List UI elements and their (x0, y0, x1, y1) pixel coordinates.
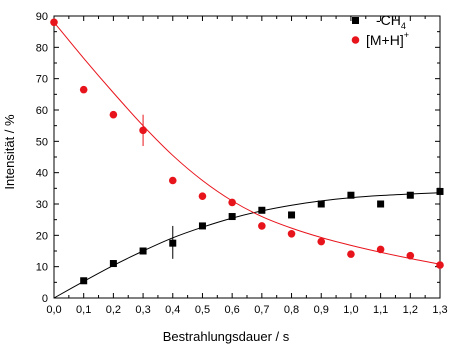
legend-marker-mh (351, 36, 360, 44)
data-point-mh (347, 250, 355, 258)
y-tick-label: 70 (36, 74, 48, 86)
data-point-mh (109, 110, 118, 119)
y-tick-label: 50 (36, 136, 48, 148)
x-tick-label: 1,3 (432, 304, 447, 316)
data-point-ch4 (139, 247, 147, 255)
legend-marker-ch4 (352, 17, 359, 24)
data-point-mh (198, 192, 207, 200)
x-tick-label: 0,4 (165, 304, 180, 316)
legend-label-mh: [M+H]+ (366, 30, 409, 48)
y-tick-label: 30 (36, 199, 48, 211)
y-tick-label: 80 (36, 42, 48, 54)
y-tick-label: 90 (36, 11, 48, 23)
x-tick-label: 0,7 (254, 304, 269, 316)
data-point-ch4 (347, 191, 355, 199)
x-tick-label: 0,0 (46, 304, 61, 316)
y-axis-title: Intensität / % (2, 114, 17, 190)
data-point-mh (287, 229, 296, 238)
data-point-mh (228, 198, 236, 207)
fit-curve-ch4 (53, 192, 441, 299)
data-point-mh (376, 245, 385, 254)
legend-label-ch4-sub: 4 (401, 21, 406, 31)
data-point-mh (406, 251, 415, 260)
legend-label-mh-sup: + (404, 30, 409, 40)
x-tick-label: 1,1 (373, 304, 388, 316)
x-tick-label: 1,2 (403, 304, 418, 316)
plot-frame (53, 15, 441, 299)
data-point-ch4 (169, 239, 177, 247)
axis-ticks (53, 15, 441, 299)
data-point-ch4 (406, 191, 414, 199)
error-bars (142, 114, 174, 259)
data-point-mh (258, 222, 266, 230)
y-tick-label: 10 (36, 262, 48, 274)
x-tick-label: 0,3 (135, 304, 150, 316)
legend: -CH4 [M+H]+ (351, 12, 409, 48)
plot-border (53, 15, 441, 299)
data-point-ch4 (228, 213, 236, 221)
x-tick-label: 0,5 (195, 304, 210, 316)
legend-label-ch4: -CH4 (376, 12, 406, 31)
data-point-mh (139, 126, 147, 135)
legend-label-mh-main: [M+H] (366, 32, 404, 48)
y-tick-label: 0 (42, 293, 48, 305)
x-axis-title: Bestrahlungsdauer / s (163, 329, 290, 344)
data-point-ch4 (377, 200, 385, 208)
x-tick-label: 0,6 (225, 304, 240, 316)
data-point-ch4 (80, 277, 88, 285)
y-tick-label: 60 (36, 105, 48, 117)
data-point-ch4 (288, 211, 296, 219)
data-point-mh (317, 237, 326, 246)
data-point-mh (79, 85, 88, 94)
data-point-ch4 (198, 222, 206, 230)
fit-curve-mh (53, 21, 441, 265)
x-tick-label: 0,1 (76, 304, 91, 316)
x-tick-label: 1,0 (343, 304, 358, 316)
data-point-mh (168, 176, 177, 185)
y-tick-labels: 0 10 20 30 40 50 60 70 80 90 (36, 11, 48, 305)
data-point-mh (50, 18, 58, 27)
y-tick-label: 40 (36, 168, 48, 180)
data-point-ch4 (436, 187, 444, 195)
data-point-mh (436, 261, 444, 269)
data-point-ch4 (109, 260, 117, 268)
x-tick-labels: 0,0 0,1 0,2 0,3 0,4 0,5 0,6 0,7 0,8 0,9 1,0 1,1 1,2 1… (46, 304, 447, 316)
data-point-ch4 (258, 206, 266, 214)
data-point-ch4 (317, 200, 325, 208)
y-tick-label: 20 (36, 230, 48, 242)
x-tick-label: 0,2 (106, 304, 121, 316)
fit-curves (53, 21, 441, 299)
legend-label-ch4-main: -CH (376, 12, 401, 28)
x-tick-label: 0,8 (284, 304, 299, 316)
x-tick-label: 0,9 (314, 304, 329, 316)
data-points (50, 18, 444, 285)
